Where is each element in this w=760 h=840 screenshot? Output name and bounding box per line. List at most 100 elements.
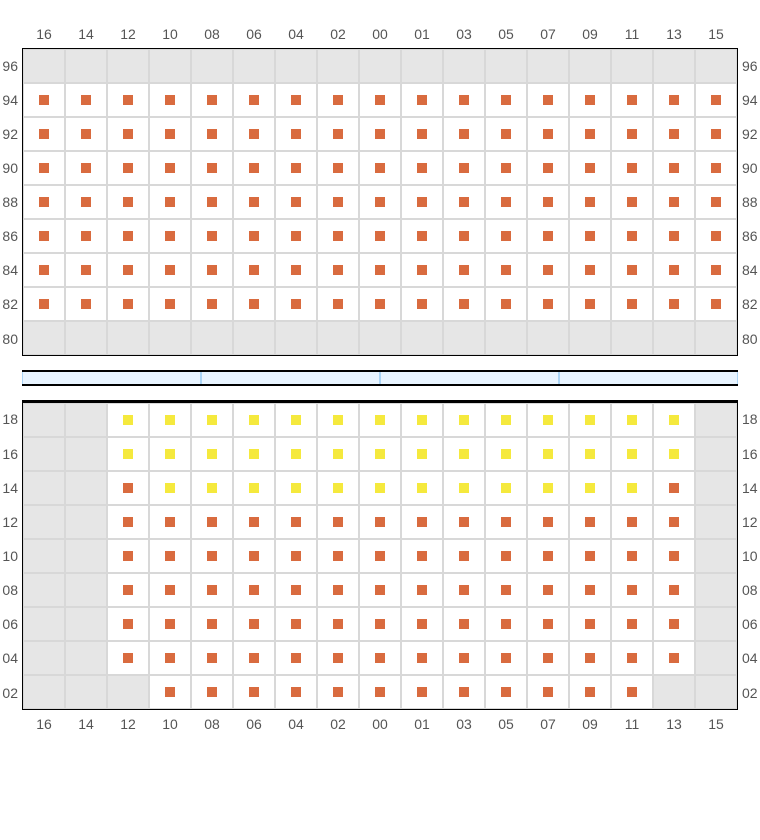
seat-cell[interactable] — [401, 151, 443, 185]
seat-cell[interactable] — [653, 539, 695, 573]
seat-cell[interactable] — [275, 505, 317, 539]
seat-cell[interactable] — [485, 607, 527, 641]
seat-cell[interactable] — [107, 83, 149, 117]
seat-cell[interactable] — [233, 471, 275, 505]
seat-cell[interactable] — [65, 219, 107, 253]
seat-cell[interactable] — [191, 117, 233, 151]
seat-cell[interactable] — [23, 151, 65, 185]
seat-cell[interactable] — [695, 287, 737, 321]
seat-cell[interactable] — [275, 185, 317, 219]
seat-cell[interactable] — [359, 573, 401, 607]
seat-cell[interactable] — [65, 253, 107, 287]
seat-cell[interactable] — [359, 641, 401, 675]
seat-cell[interactable] — [443, 185, 485, 219]
seat-cell[interactable] — [191, 403, 233, 437]
seat-cell[interactable] — [317, 641, 359, 675]
seat-cell[interactable] — [611, 641, 653, 675]
seat-cell[interactable] — [569, 505, 611, 539]
seat-cell[interactable] — [401, 403, 443, 437]
seat-cell[interactable] — [191, 505, 233, 539]
seat-cell[interactable] — [527, 505, 569, 539]
seat-cell[interactable] — [233, 83, 275, 117]
seat-cell[interactable] — [653, 607, 695, 641]
seat-cell[interactable] — [275, 253, 317, 287]
seat-cell[interactable] — [317, 83, 359, 117]
seat-cell[interactable] — [443, 437, 485, 471]
seat-cell[interactable] — [527, 83, 569, 117]
seat-cell[interactable] — [275, 287, 317, 321]
seat-cell[interactable] — [611, 403, 653, 437]
seat-cell[interactable] — [107, 151, 149, 185]
seat-cell[interactable] — [191, 471, 233, 505]
seat-cell[interactable] — [191, 287, 233, 321]
seat-cell[interactable] — [233, 219, 275, 253]
seat-cell[interactable] — [65, 185, 107, 219]
seat-cell[interactable] — [191, 675, 233, 709]
seat-cell[interactable] — [359, 219, 401, 253]
seat-cell[interactable] — [107, 607, 149, 641]
seat-cell[interactable] — [275, 539, 317, 573]
seat-cell[interactable] — [527, 287, 569, 321]
seat-cell[interactable] — [401, 219, 443, 253]
seat-cell[interactable] — [527, 219, 569, 253]
seat-cell[interactable] — [443, 675, 485, 709]
seat-cell[interactable] — [317, 219, 359, 253]
seat-cell[interactable] — [527, 641, 569, 675]
seat-cell[interactable] — [317, 607, 359, 641]
seat-cell[interactable] — [611, 675, 653, 709]
seat-cell[interactable] — [485, 471, 527, 505]
seat-cell[interactable] — [485, 403, 527, 437]
seat-cell[interactable] — [149, 403, 191, 437]
seat-cell[interactable] — [443, 573, 485, 607]
seat-cell[interactable] — [401, 607, 443, 641]
seat-cell[interactable] — [443, 471, 485, 505]
seat-cell[interactable] — [527, 185, 569, 219]
seat-cell[interactable] — [359, 505, 401, 539]
seat-cell[interactable] — [443, 151, 485, 185]
seat-cell[interactable] — [149, 151, 191, 185]
seat-cell[interactable] — [191, 437, 233, 471]
seat-cell[interactable] — [569, 151, 611, 185]
seat-cell[interactable] — [191, 83, 233, 117]
seat-cell[interactable] — [443, 641, 485, 675]
seat-cell[interactable] — [359, 185, 401, 219]
seat-cell[interactable] — [107, 219, 149, 253]
seat-cell[interactable] — [233, 539, 275, 573]
seat-cell[interactable] — [569, 539, 611, 573]
seat-cell[interactable] — [317, 539, 359, 573]
seat-cell[interactable] — [317, 471, 359, 505]
seat-cell[interactable] — [653, 287, 695, 321]
seat-cell[interactable] — [653, 641, 695, 675]
seat-cell[interactable] — [653, 83, 695, 117]
seat-cell[interactable] — [653, 471, 695, 505]
seat-cell[interactable] — [359, 83, 401, 117]
seat-cell[interactable] — [443, 219, 485, 253]
seat-cell[interactable] — [149, 83, 191, 117]
seat-cell[interactable] — [191, 641, 233, 675]
seat-cell[interactable] — [401, 83, 443, 117]
seat-cell[interactable] — [275, 675, 317, 709]
seat-cell[interactable] — [275, 607, 317, 641]
seat-cell[interactable] — [611, 607, 653, 641]
seat-cell[interactable] — [527, 151, 569, 185]
seat-cell[interactable] — [401, 539, 443, 573]
seat-cell[interactable] — [275, 219, 317, 253]
seat-cell[interactable] — [275, 83, 317, 117]
seat-cell[interactable] — [443, 253, 485, 287]
seat-cell[interactable] — [107, 573, 149, 607]
seat-cell[interactable] — [653, 505, 695, 539]
seat-cell[interactable] — [401, 185, 443, 219]
seat-cell[interactable] — [401, 505, 443, 539]
seat-cell[interactable] — [149, 185, 191, 219]
seat-cell[interactable] — [485, 505, 527, 539]
seat-cell[interactable] — [611, 437, 653, 471]
seat-cell[interactable] — [569, 83, 611, 117]
seat-cell[interactable] — [149, 607, 191, 641]
seat-cell[interactable] — [527, 675, 569, 709]
seat-cell[interactable] — [317, 253, 359, 287]
seat-cell[interactable] — [443, 539, 485, 573]
seat-cell[interactable] — [23, 83, 65, 117]
seat-cell[interactable] — [569, 253, 611, 287]
seat-cell[interactable] — [275, 573, 317, 607]
seat-cell[interactable] — [233, 641, 275, 675]
